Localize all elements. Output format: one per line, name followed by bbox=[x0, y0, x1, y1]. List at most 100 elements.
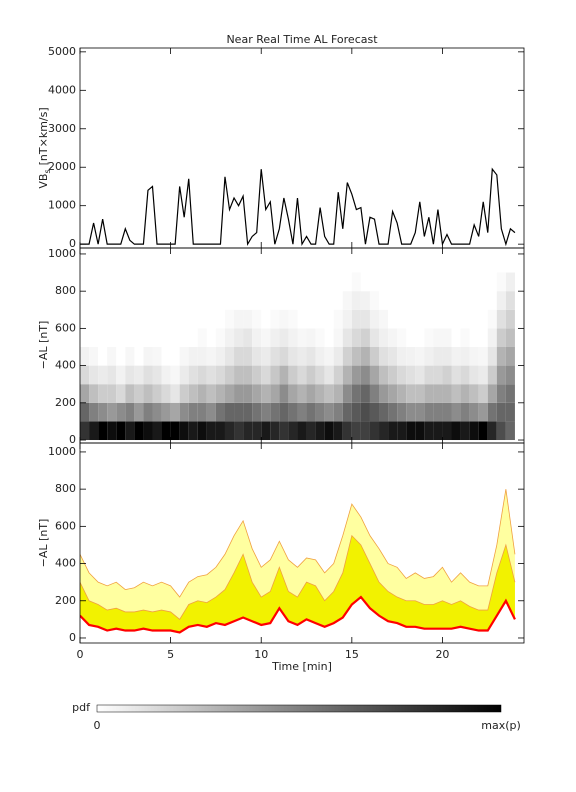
heat-cell bbox=[98, 384, 108, 403]
heat-cell bbox=[206, 309, 216, 329]
y-label-sub: s bbox=[43, 169, 52, 173]
heat-cell bbox=[89, 402, 99, 422]
y-tick-label: 1000 bbox=[48, 247, 76, 260]
heat-cell bbox=[179, 291, 189, 310]
heat-cell bbox=[487, 421, 497, 441]
y-tick-label: 600 bbox=[55, 321, 76, 334]
heat-cell bbox=[288, 328, 298, 347]
heat-cell bbox=[469, 402, 479, 422]
heat-cell bbox=[261, 365, 271, 385]
heat-cell bbox=[451, 421, 461, 441]
heat-cell bbox=[469, 365, 479, 385]
heat-cell bbox=[379, 328, 389, 347]
heat-cell bbox=[315, 365, 325, 385]
heat-cell bbox=[252, 384, 262, 403]
heat-cell bbox=[496, 309, 506, 329]
heat-cell bbox=[297, 402, 307, 422]
heat-cell bbox=[206, 421, 216, 441]
y-tick-label: 2000 bbox=[48, 160, 76, 173]
heat-cell bbox=[89, 272, 99, 292]
heat-cell bbox=[306, 384, 316, 403]
heat-cell bbox=[270, 402, 280, 422]
heat-cell bbox=[215, 291, 225, 310]
heat-cell bbox=[324, 365, 334, 385]
heat-cell bbox=[197, 272, 207, 292]
heat-cell bbox=[243, 365, 253, 385]
heat-cell bbox=[333, 421, 343, 441]
heat-cell bbox=[369, 365, 380, 385]
heat-cell bbox=[243, 384, 253, 403]
heat-cell bbox=[351, 309, 361, 329]
heat-cell bbox=[315, 272, 325, 292]
heat-cell bbox=[397, 402, 407, 422]
heat-cell bbox=[469, 384, 479, 403]
heat-cell bbox=[505, 384, 515, 403]
heat-cell bbox=[288, 365, 298, 385]
heat-cell bbox=[315, 291, 325, 310]
heat-cell bbox=[315, 309, 325, 329]
frame bbox=[79, 442, 525, 644]
heat-cell bbox=[261, 402, 271, 422]
heat-cell bbox=[342, 291, 352, 310]
heat-cell bbox=[116, 346, 126, 366]
heat-cell bbox=[80, 346, 90, 366]
heat-cell bbox=[379, 402, 389, 422]
heat-cell bbox=[469, 309, 479, 329]
heat-cell bbox=[324, 272, 334, 292]
heat-cell bbox=[379, 365, 389, 385]
heat-cell bbox=[460, 421, 470, 441]
heat-cell bbox=[342, 309, 352, 329]
heat-cell bbox=[297, 384, 307, 403]
heat-cell bbox=[397, 272, 407, 292]
heat-cell bbox=[406, 384, 416, 403]
heat-cell bbox=[388, 291, 398, 310]
heat-cell bbox=[252, 291, 262, 310]
heat-cell bbox=[134, 384, 144, 403]
heat-cell bbox=[270, 328, 280, 347]
heat-cell bbox=[279, 272, 289, 292]
heat-cell bbox=[279, 328, 289, 347]
heat-cell bbox=[152, 421, 162, 441]
heat-cell bbox=[224, 421, 235, 441]
heat-cell bbox=[297, 346, 307, 366]
heat-cell bbox=[306, 365, 316, 385]
heat-cell bbox=[360, 365, 370, 385]
plot-area bbox=[80, 489, 516, 634]
heat-cell bbox=[89, 421, 99, 441]
heat-cell bbox=[125, 402, 135, 422]
heat-cell bbox=[388, 272, 398, 292]
heat-cell bbox=[460, 402, 470, 422]
y-label-main: VB bbox=[37, 174, 50, 189]
heat-cell bbox=[324, 384, 334, 403]
heat-cell bbox=[89, 384, 99, 403]
heat-cell bbox=[170, 421, 180, 441]
heat-cell bbox=[333, 402, 343, 422]
heat-cell bbox=[116, 328, 126, 347]
y-tick-label: 400 bbox=[55, 557, 76, 570]
heat-cell bbox=[388, 384, 398, 403]
heat-cell bbox=[451, 402, 461, 422]
heat-cell bbox=[324, 402, 334, 422]
heat-cell bbox=[469, 346, 479, 366]
heat-cell bbox=[333, 291, 343, 310]
y-tick-label: 0 bbox=[69, 433, 76, 446]
heat-cell bbox=[397, 421, 407, 441]
heat-cell bbox=[306, 328, 316, 347]
heat-cell bbox=[243, 402, 253, 422]
heat-cell bbox=[360, 402, 370, 422]
heat-cell bbox=[98, 328, 108, 347]
heat-cell bbox=[89, 328, 99, 347]
heat-cell bbox=[80, 384, 90, 403]
heat-cell bbox=[188, 291, 198, 310]
heat-cell bbox=[424, 272, 434, 292]
heat-cell bbox=[306, 309, 316, 329]
heat-cell bbox=[161, 384, 171, 403]
heat-cell bbox=[98, 291, 108, 310]
heat-cell bbox=[270, 365, 280, 385]
data-line bbox=[80, 167, 516, 247]
heat-cell bbox=[433, 365, 443, 385]
heat-cell bbox=[487, 272, 497, 292]
y-tick-label: 800 bbox=[55, 284, 76, 297]
heat-cell bbox=[406, 365, 416, 385]
heat-cell bbox=[351, 346, 361, 366]
